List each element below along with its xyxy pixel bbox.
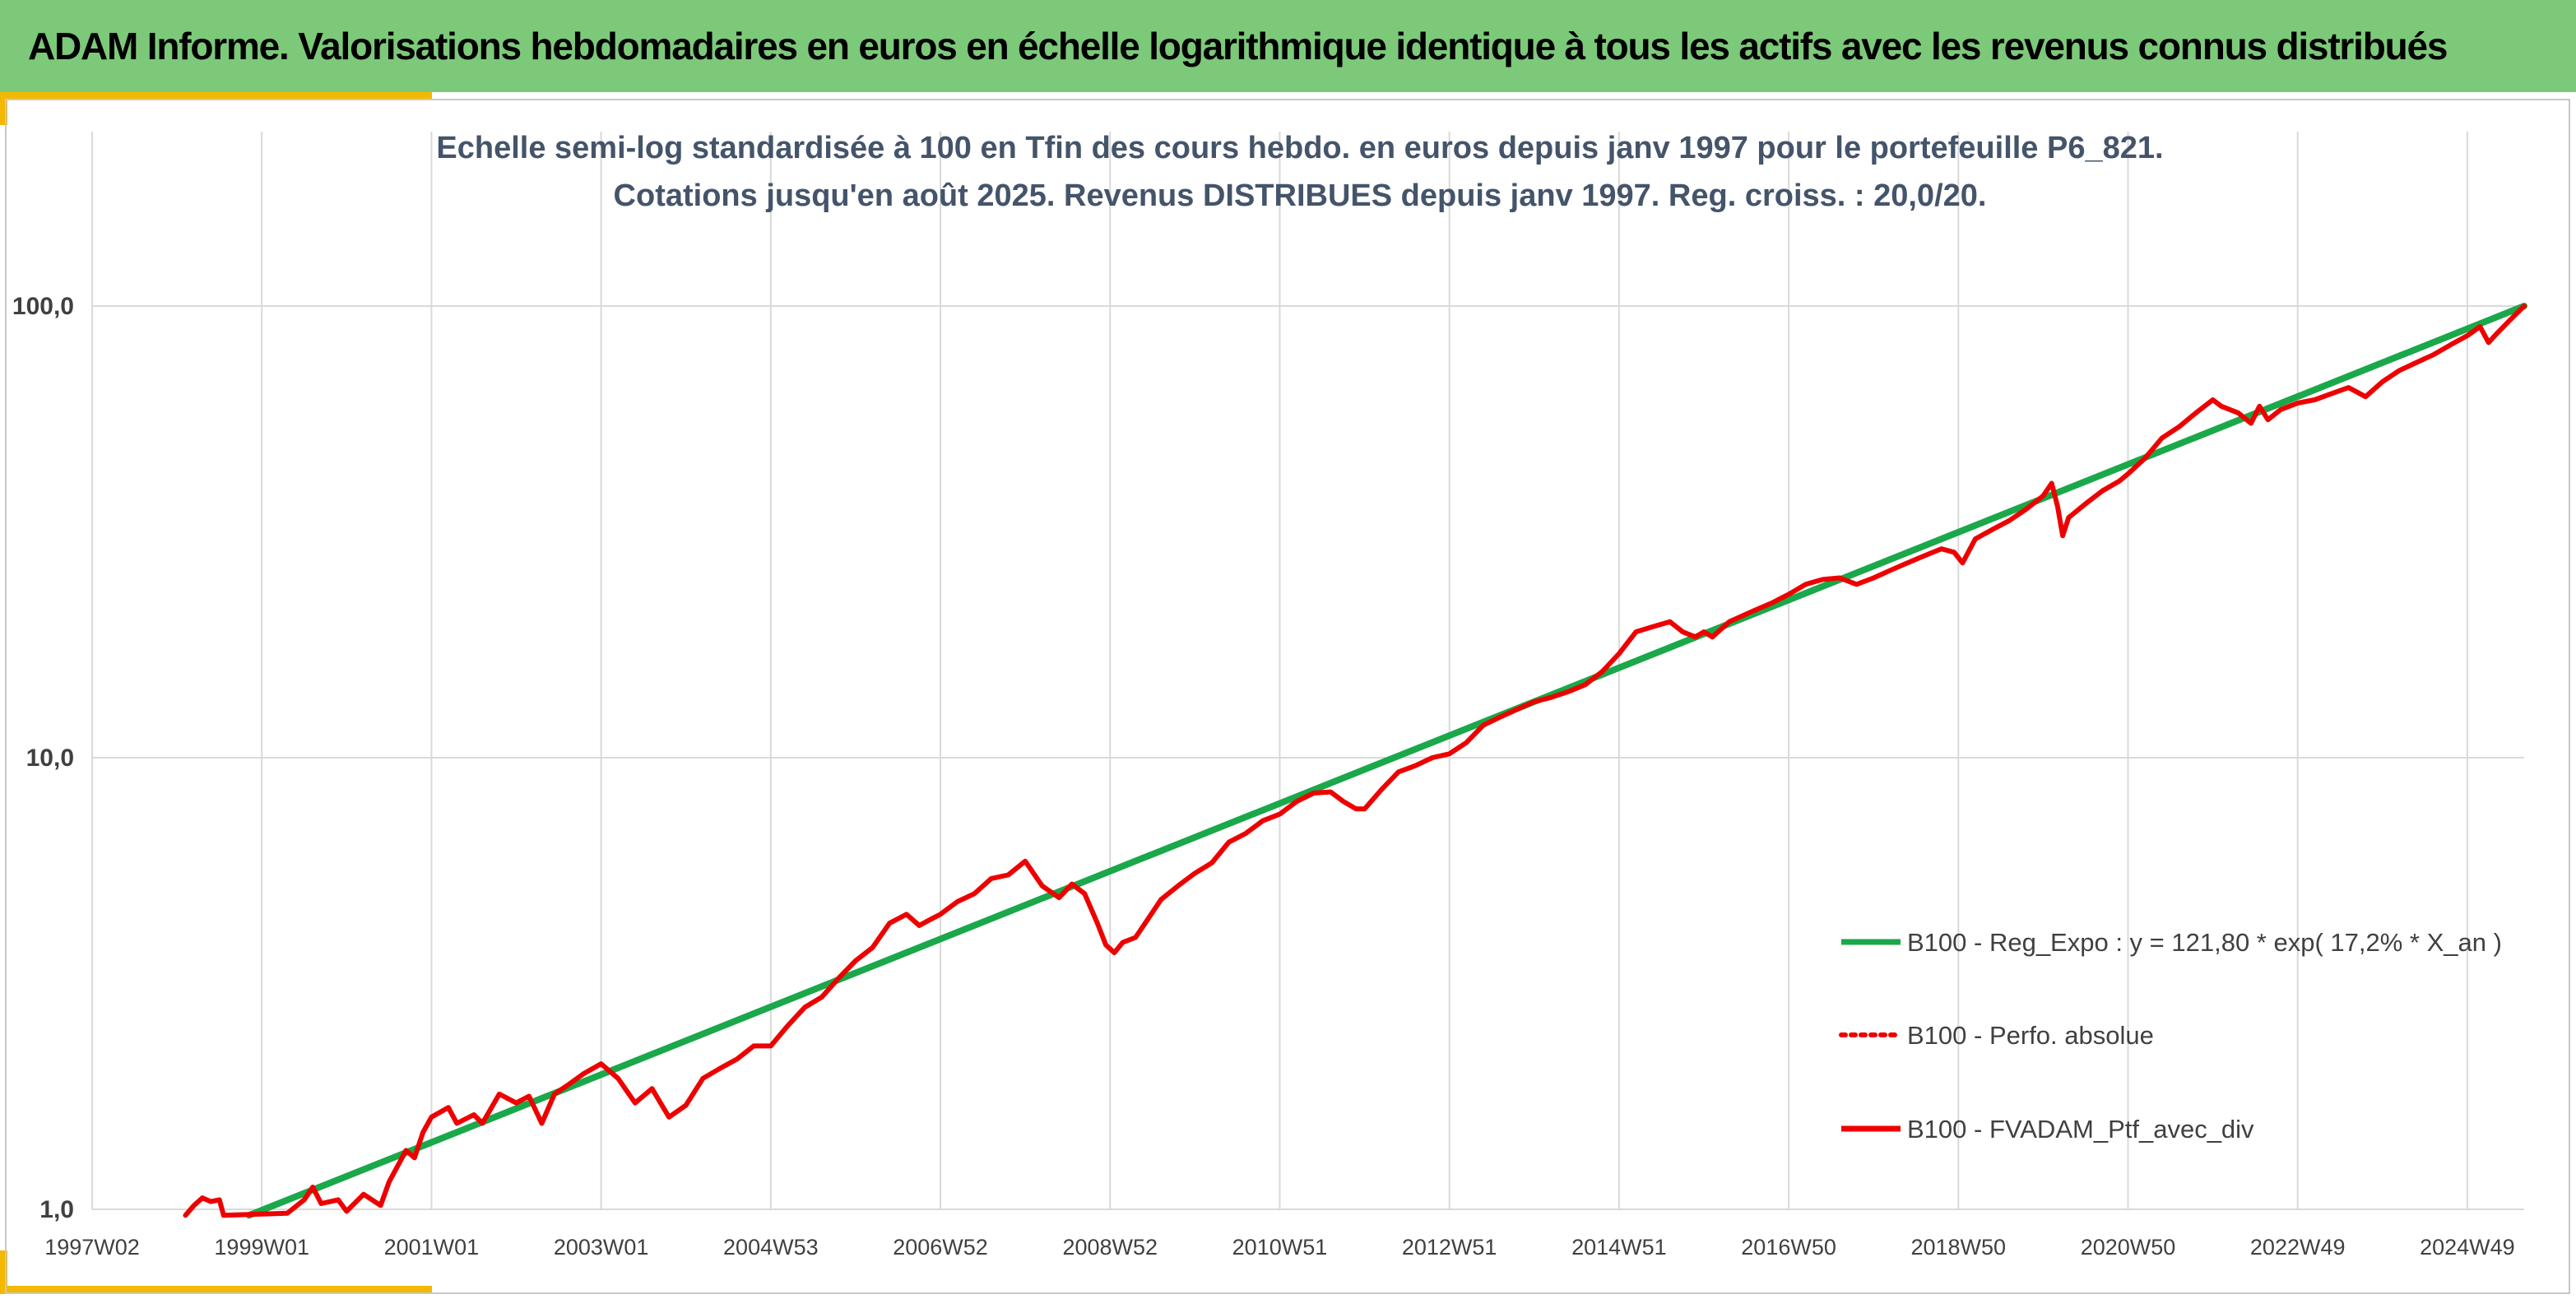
y-tick-label: 1,0	[39, 1196, 74, 1223]
accent-bar-top-left	[0, 92, 7, 125]
accent-bar-bottom	[0, 1286, 432, 1294]
accent-bar-bottom-left	[0, 1250, 7, 1294]
x-axis-ticks: 1997W02 1999W01 2001W01 2003W01 2004W53 2006W…	[44, 1235, 2515, 1260]
x-tick-label: 2003W01	[554, 1235, 649, 1260]
x-tick-label: 2024W49	[2420, 1235, 2515, 1260]
x-tick-label: 2022W49	[2250, 1235, 2346, 1260]
x-tick-label: 2006W52	[893, 1235, 988, 1260]
chart-subtitle-line-1: Echelle semi-log standardisée à 100 en T…	[436, 131, 2163, 165]
report-title: ADAM Informe. Valorisations hebdomadaire…	[28, 25, 2448, 67]
x-tick-label: 1999W01	[214, 1235, 309, 1260]
regression-line	[245, 303, 2527, 1219]
x-tick-label: 2004W53	[723, 1235, 819, 1260]
x-tick-label: 1997W02	[44, 1235, 140, 1260]
legend-label: B100 - FVADAM_Ptf_avec_div	[1907, 1115, 2254, 1144]
y-axis-ticks: 1,0 10,0 100,0	[12, 293, 74, 1223]
y-tick-label: 100,0	[12, 293, 74, 320]
legend-label: B100 - Perfo. absolue	[1907, 1021, 2154, 1050]
chart-frame	[5, 99, 2570, 1294]
portfolio-line	[183, 304, 2527, 1218]
x-tick-label: 2016W50	[1741, 1235, 1836, 1260]
gridlines	[91, 132, 2524, 1210]
x-tick-label: 2014W51	[1571, 1235, 1667, 1260]
y-tick-label: 10,0	[26, 745, 74, 772]
x-tick-label: 2008W52	[1062, 1235, 1158, 1260]
x-tick-label: 2012W51	[1402, 1235, 1497, 1260]
report-header: ADAM Informe. Valorisations hebdomadaire…	[0, 0, 2576, 92]
chart-subtitle-line-2: Cotations jusqu'en août 2025. Revenus DI…	[614, 179, 1987, 213]
x-tick-label: 2010W51	[1232, 1235, 1328, 1260]
accent-bar-top	[0, 92, 432, 100]
legend-label: B100 - Reg_Expo : y = 121,80 * exp( 17,2…	[1907, 928, 2502, 957]
x-tick-label: 2018W50	[1910, 1235, 2006, 1260]
x-tick-label: 2001W01	[384, 1235, 480, 1260]
x-tick-label: 2020W50	[2081, 1235, 2176, 1260]
chart-legend: B100 - Reg_Expo : y = 121,80 * exp( 17,2…	[1839, 928, 2502, 1144]
series-layer	[183, 303, 2527, 1219]
